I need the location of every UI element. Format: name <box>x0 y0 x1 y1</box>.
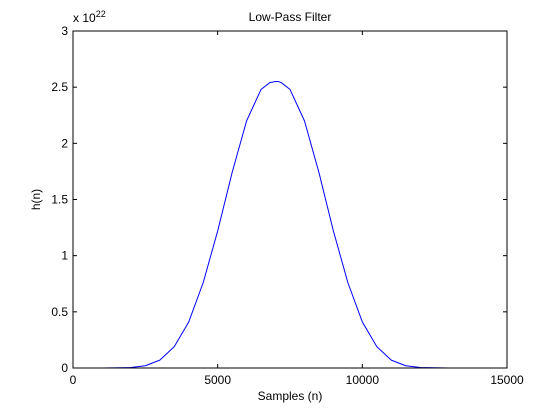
y-axis-multiplier-base: x 10 <box>73 11 96 25</box>
x-tick-label: 0 <box>70 373 77 387</box>
y-tick-label: 3 <box>61 24 68 38</box>
y-tick-label: 1 <box>61 249 68 263</box>
y-tick-label: 1.5 <box>51 193 68 207</box>
x-tick-label: 15000 <box>490 373 524 387</box>
y-axis-multiplier-exponent: 22 <box>96 9 106 19</box>
chart-title: Low-Pass Filter <box>249 10 332 24</box>
plot-layer <box>73 81 479 369</box>
series-line-0 <box>73 81 479 369</box>
y-tick-label: 2 <box>61 136 68 150</box>
x-tick-label: 5000 <box>204 373 231 387</box>
x-axis-ticks: 0 5000 10000 15000 <box>70 31 524 387</box>
x-tick-label: 10000 <box>346 373 380 387</box>
y-axis-multiplier: x 1022 <box>73 9 106 25</box>
y-axis-ticks: 0 0.5 1 1.5 2 2.5 3 <box>51 24 507 375</box>
y-tick-label: 2.5 <box>51 80 68 94</box>
y-axis-label: h(n) <box>29 189 43 210</box>
y-tick-label: 0.5 <box>51 305 68 319</box>
x-axis-label: Samples (n) <box>258 389 323 403</box>
y-tick-label: 0 <box>61 361 68 375</box>
